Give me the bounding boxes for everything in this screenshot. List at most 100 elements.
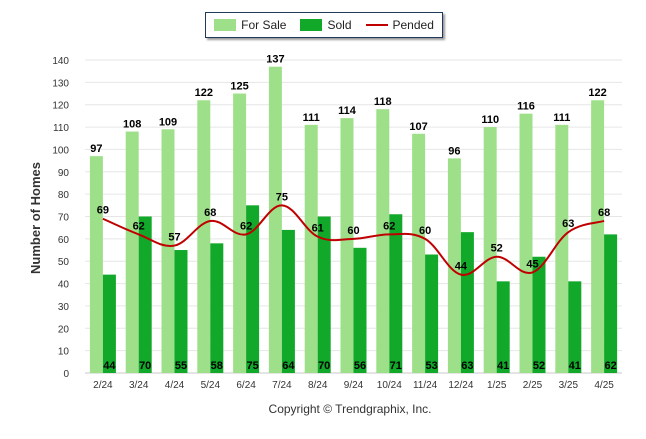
y-tick-label: 60 bbox=[58, 235, 70, 246]
x-axis-ticks: 2/24 3/24 4/24 5/24 6/24 7/24 8/24 9/24 10/24 11/… bbox=[93, 380, 614, 391]
for-sale-value-label: 109 bbox=[159, 116, 177, 128]
for-sale-value-label: 137 bbox=[266, 54, 284, 66]
for-sale-bar bbox=[125, 131, 139, 373]
pended-value-label: 61 bbox=[312, 223, 324, 235]
sold-bar bbox=[532, 256, 546, 373]
pended-value-label: 44 bbox=[455, 261, 468, 273]
sold-bar bbox=[138, 216, 152, 373]
pended-value-label: 52 bbox=[491, 243, 503, 255]
y-tick-label: 30 bbox=[58, 302, 70, 313]
legend-label-sold: Sold bbox=[327, 18, 352, 32]
sold-bar bbox=[317, 216, 331, 373]
x-tick-label: 3/25 bbox=[559, 380, 579, 391]
for-sale-value-label: 96 bbox=[448, 145, 460, 157]
for-sale-swatch bbox=[214, 19, 237, 31]
sold-value-label: 41 bbox=[497, 360, 509, 372]
for-sale-value-label: 114 bbox=[338, 105, 357, 117]
chart-legend: For Sale Sold Pended bbox=[205, 12, 443, 38]
sold-value-label: 62 bbox=[604, 360, 616, 372]
sold-bar bbox=[425, 254, 439, 373]
sold-value-label: 56 bbox=[354, 360, 366, 372]
legend-item-pended[interactable]: Pended bbox=[365, 18, 434, 32]
for-sale-value-label: 111 bbox=[303, 112, 320, 124]
legend-label-pended: Pended bbox=[392, 18, 434, 32]
y-tick-label: 120 bbox=[52, 101, 69, 112]
sold-bar bbox=[281, 229, 295, 373]
x-tick-label: 8/24 bbox=[308, 380, 328, 391]
for-sale-bar bbox=[197, 100, 211, 373]
for-sale-bar bbox=[89, 156, 103, 373]
sold-bar bbox=[389, 214, 403, 373]
y-tick-label: 100 bbox=[52, 145, 69, 156]
x-tick-label: 2/24 bbox=[93, 380, 113, 391]
pended-value-label: 68 bbox=[598, 207, 610, 219]
for-sale-value-label: 116 bbox=[517, 101, 535, 113]
for-sale-value-label: 107 bbox=[409, 121, 427, 133]
sold-bar bbox=[353, 247, 367, 373]
legend-item-for-sale[interactable]: For Sale bbox=[214, 18, 286, 32]
pended-value-label: 57 bbox=[168, 232, 180, 244]
for-sale-bar bbox=[412, 133, 426, 373]
legend-item-sold[interactable]: Sold bbox=[300, 18, 352, 32]
sold-value-label: 64 bbox=[282, 360, 295, 372]
sold-value-label: 70 bbox=[139, 360, 151, 372]
sold-value-label: 75 bbox=[246, 360, 258, 372]
y-tick-label: 90 bbox=[58, 168, 70, 179]
x-tick-label: 5/24 bbox=[201, 380, 221, 391]
y-tick-label: 0 bbox=[63, 369, 69, 380]
bars bbox=[89, 66, 618, 374]
for-sale-bar bbox=[268, 66, 282, 373]
y-tick-label: 80 bbox=[58, 190, 70, 201]
for-sale-bar bbox=[304, 124, 318, 373]
y-tick-label: 110 bbox=[53, 123, 69, 134]
x-tick-label: 3/24 bbox=[129, 380, 149, 391]
for-sale-bar bbox=[483, 127, 497, 373]
data-labels: 97 44 108 70 109 55 122 58 125 75 137 64 111 70 114 56 1… bbox=[90, 54, 616, 372]
pended-value-label: 60 bbox=[419, 225, 431, 237]
x-tick-label: 9/24 bbox=[344, 380, 364, 391]
sold-bar bbox=[568, 281, 582, 373]
x-tick-label: 6/24 bbox=[236, 380, 256, 391]
pended-value-label: 68 bbox=[204, 207, 216, 219]
legend-label-for-sale: For Sale bbox=[241, 18, 287, 32]
pended-value-label: 60 bbox=[347, 225, 359, 237]
for-sale-bar bbox=[161, 129, 175, 373]
pended-value-label: 62 bbox=[133, 220, 145, 232]
copyright-text: Copyright © Trendgraphix, Inc. bbox=[269, 402, 432, 416]
sold-value-label: 63 bbox=[461, 360, 473, 372]
y-tick-label: 140 bbox=[52, 56, 69, 67]
x-tick-label: 4/24 bbox=[165, 380, 185, 391]
y-tick-label: 20 bbox=[58, 324, 70, 335]
sold-swatch bbox=[300, 19, 323, 31]
sold-value-label: 44 bbox=[103, 360, 116, 372]
x-tick-label: 4/25 bbox=[594, 380, 614, 391]
pended-swatch bbox=[365, 24, 388, 26]
for-sale-bar bbox=[376, 109, 390, 373]
sold-bar bbox=[210, 243, 224, 373]
y-axis-title: Number of Homes bbox=[28, 162, 43, 274]
for-sale-value-label: 108 bbox=[123, 119, 141, 131]
for-sale-value-label: 125 bbox=[230, 81, 248, 93]
pended-line-layer bbox=[102, 204, 605, 276]
sold-bar bbox=[496, 281, 510, 373]
for-sale-bar bbox=[340, 118, 354, 373]
x-tick-label: 10/24 bbox=[377, 380, 402, 391]
x-tick-label: 2/25 bbox=[523, 380, 543, 391]
for-sale-bar bbox=[447, 158, 461, 373]
for-sale-value-label: 118 bbox=[374, 96, 392, 108]
sold-bar bbox=[604, 234, 618, 373]
sold-value-label: 58 bbox=[211, 360, 223, 372]
x-tick-label: 1/25 bbox=[487, 380, 507, 391]
pended-value-label: 62 bbox=[240, 220, 252, 232]
sold-bar bbox=[102, 274, 116, 373]
sold-value-label: 55 bbox=[175, 360, 187, 372]
y-tick-label: 50 bbox=[58, 257, 70, 268]
for-sale-bar bbox=[555, 124, 569, 373]
pended-value-label: 69 bbox=[97, 205, 109, 217]
sold-value-label: 41 bbox=[569, 360, 581, 372]
for-sale-value-label: 110 bbox=[481, 114, 499, 126]
y-tick-label: 40 bbox=[58, 280, 70, 291]
for-sale-value-label: 97 bbox=[90, 143, 102, 155]
